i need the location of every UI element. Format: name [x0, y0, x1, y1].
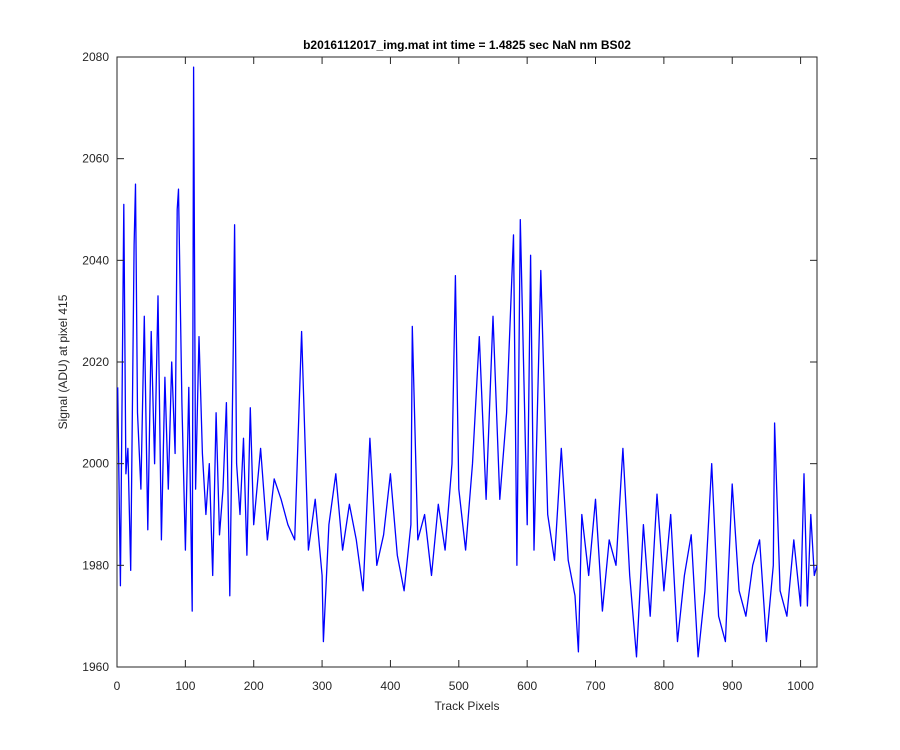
- y-tick-label: 1960: [82, 660, 109, 674]
- y-tick-label: 2080: [82, 50, 109, 64]
- x-tick-label: 400: [380, 679, 400, 693]
- series-line-0: [117, 66, 818, 658]
- x-tick-label: 600: [517, 679, 537, 693]
- x-tick-label: 500: [449, 679, 469, 693]
- chart-title: b2016112017_img.mat int time = 1.4825 se…: [303, 38, 631, 52]
- axes-frame: [116, 56, 818, 668]
- x-tick-label: 0: [114, 679, 121, 693]
- x-tick-label: 700: [586, 679, 606, 693]
- y-tick-label: 2020: [82, 355, 109, 369]
- x-tick-label: 900: [722, 679, 742, 693]
- y-axis: 1960 1980 2000 2020 2040 2060 2080: [82, 50, 817, 674]
- y-tick-label: 2040: [82, 253, 109, 267]
- x-tick-label: 800: [654, 679, 674, 693]
- y-axis-label: Signal (ADU) at pixel 415: [56, 294, 70, 429]
- x-axis: 0 100 200 300 400 500 600 700 800 900 1000: [114, 57, 814, 693]
- x-tick-label: 200: [244, 679, 264, 693]
- y-tick-label: 2060: [82, 152, 109, 166]
- plot-area: [116, 56, 818, 668]
- y-tick-label: 1980: [82, 558, 109, 572]
- x-tick-label: 300: [312, 679, 332, 693]
- x-tick-label: 100: [175, 679, 195, 693]
- x-axis-label: Track Pixels: [435, 699, 500, 713]
- series-layer: [117, 66, 818, 658]
- x-tick-label: 1000: [787, 679, 814, 693]
- y-tick-label: 2000: [82, 457, 109, 471]
